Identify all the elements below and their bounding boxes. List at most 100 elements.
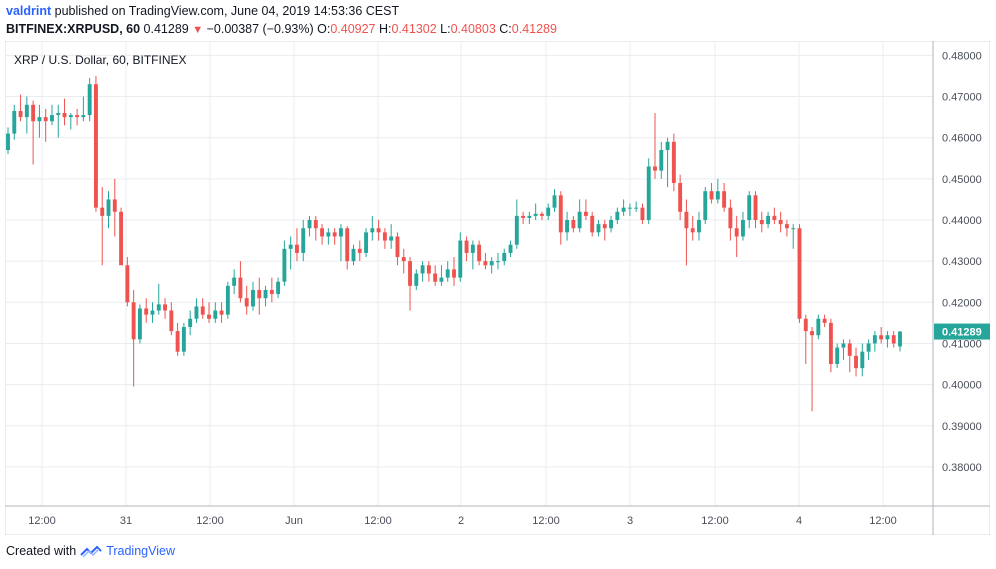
- candle-body: [841, 343, 846, 348]
- candle-body: [452, 269, 456, 278]
- x-tick-label: 31: [120, 515, 132, 527]
- candle-body: [106, 199, 111, 216]
- candle: [56, 104, 61, 138]
- publish-info: valdrint published on TradingView.com, J…: [6, 4, 399, 20]
- candle-body: [866, 343, 871, 352]
- candle-body: [338, 228, 343, 237]
- candle-body: [37, 117, 42, 122]
- candle-body: [144, 308, 149, 315]
- candle: [313, 215, 318, 241]
- candle-body: [420, 265, 425, 274]
- candle-body: [269, 289, 274, 295]
- tradingview-brand-link[interactable]: TradingView: [106, 544, 175, 558]
- candle: [728, 199, 733, 241]
- candle: [872, 331, 877, 352]
- candle-body: [533, 213, 538, 216]
- x-tick-label: 12:00: [28, 515, 56, 527]
- candle-body: [75, 115, 80, 118]
- high-label: H:: [378, 22, 392, 36]
- candle-body: [125, 265, 130, 303]
- candle-body: [244, 298, 249, 307]
- candle-body: [885, 335, 890, 340]
- candle: [87, 78, 92, 122]
- candle: [602, 220, 607, 241]
- y-tick-label: 0.42000: [942, 297, 982, 309]
- candle-body: [200, 306, 205, 315]
- candle: [68, 113, 73, 130]
- candle: [477, 240, 482, 266]
- candle-body: [741, 220, 745, 237]
- candle: [646, 158, 651, 225]
- candle-body: [778, 220, 783, 225]
- candle: [784, 220, 789, 237]
- candle-body: [766, 215, 771, 225]
- candle-body: [596, 224, 601, 233]
- candle-body: [119, 211, 124, 266]
- chart-axes: 0.48000 0.47000 0.46000 0.45000 0.44000 0.430…: [5, 41, 990, 535]
- candle-body: [433, 273, 438, 282]
- candle-body: [753, 195, 758, 221]
- candle-body: [514, 215, 519, 245]
- author-name[interactable]: valdrint: [6, 4, 52, 18]
- candle-body: [131, 302, 136, 340]
- candle-body: [872, 335, 877, 344]
- candle: [370, 215, 375, 241]
- y-tick-label: 0.44000: [942, 215, 982, 227]
- candle: [653, 113, 657, 179]
- candle-body: [445, 269, 450, 278]
- candle-body: [803, 318, 808, 332]
- candle-body: [238, 277, 243, 299]
- candle-body: [477, 244, 482, 262]
- candle-body: [31, 104, 36, 122]
- candle: [772, 207, 777, 225]
- chart-svg[interactable]: 0.48000 0.47000 0.46000 0.45000 0.44000 0.430…: [4, 40, 991, 536]
- candle-body: [232, 277, 237, 286]
- candle: [678, 174, 683, 221]
- candle: [219, 302, 224, 323]
- y-tick-label: 0.45000: [942, 174, 982, 186]
- candle-body: [150, 310, 155, 315]
- candle-body: [345, 228, 350, 262]
- candle: [690, 215, 695, 241]
- y-tick-label: 0.47000: [942, 92, 982, 104]
- candle-body: [703, 191, 708, 221]
- candle-body: [194, 306, 199, 319]
- candle-body: [797, 228, 802, 319]
- candle: [194, 298, 199, 323]
- candle-body: [56, 113, 61, 116]
- candle-body: [370, 228, 375, 233]
- candle-body: [508, 244, 513, 253]
- candle: [320, 224, 325, 245]
- candle: [24, 96, 29, 134]
- candle: [527, 211, 532, 225]
- price-chart[interactable]: 0.48000 0.47000 0.46000 0.45000 0.44000 0.430…: [4, 40, 991, 536]
- candle: [282, 240, 287, 286]
- candle: [659, 141, 664, 179]
- candle-body: [181, 326, 186, 352]
- symbol-name: BITFINEX:XRPUSD, 60: [6, 22, 141, 36]
- candle: [533, 203, 538, 221]
- candle: [426, 261, 431, 282]
- candle: [433, 265, 438, 286]
- candle-body: [552, 195, 557, 208]
- candle-body: [539, 213, 544, 216]
- candle: [860, 343, 865, 377]
- candle: [571, 215, 576, 233]
- candle-body: [521, 215, 526, 218]
- last-price: 0.41289: [143, 22, 189, 36]
- candle: [332, 228, 337, 245]
- candle: [395, 232, 400, 266]
- candle-body: [175, 331, 180, 352]
- candle: [879, 326, 884, 344]
- candle-body: [470, 244, 475, 253]
- candle-body: [276, 281, 281, 295]
- created-with-text: Created with: [6, 544, 77, 558]
- candle: [225, 281, 230, 319]
- candle: [791, 224, 796, 249]
- candle: [797, 224, 802, 323]
- candle: [546, 203, 551, 221]
- candle-body: [401, 257, 406, 262]
- tradingview-logo-icon: [80, 545, 102, 558]
- candle: [125, 257, 130, 307]
- low-label: L:: [440, 22, 451, 36]
